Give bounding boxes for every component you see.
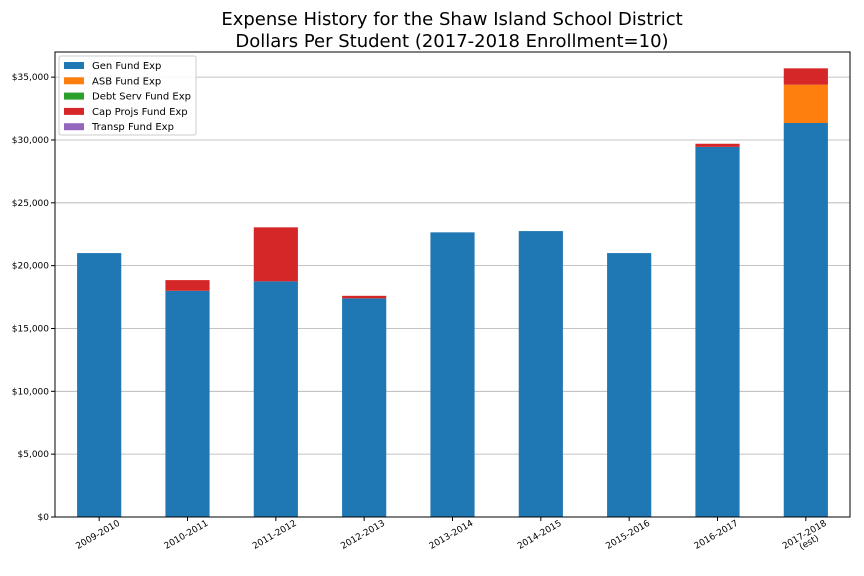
x-tick-label: 2017-2018(est) [781,519,833,560]
legend-label: Debt Serv Fund Exp [92,92,191,103]
y-tick-label: $25,000 [12,199,49,209]
y-tick-label: $15,000 [12,324,49,334]
y-tick-label: $35,000 [12,73,49,83]
legend-swatch [64,107,84,115]
chart-subtitle: Dollars Per Student (2017-2018 Enrollmen… [235,31,668,52]
y-tick-label: $10,000 [12,387,49,397]
y-tick-label: $20,000 [12,262,49,272]
legend-label: ASB Fund Exp [92,76,161,87]
legend-swatch [64,62,84,69]
x-tick-label: 2016-2017 [693,519,740,552]
legend-label: Cap Projs Fund Exp [92,107,188,118]
y-tick-label: $0 [38,513,50,523]
chart-title: Expense History for the Shaw Island Scho… [221,9,682,30]
x-tick-label: 2015-2016 [604,519,652,552]
y-tick-label: $5,000 [18,450,50,460]
bar-segment [695,146,740,517]
bar-segment [607,253,652,517]
legend-box [58,55,197,136]
x-tick-label: 2009-2010 [74,519,122,552]
x-tick-label: 2013-2014 [428,519,476,552]
bar-segment [253,227,298,282]
bar-segment [783,68,828,85]
x-tick-label: 2012-2013 [339,519,386,552]
x-tick-label: 2011-2012 [251,519,298,552]
x-tick-label: 2010-2011 [163,519,210,552]
legend: Gen Fund Exp ASB Fund Exp Debt Serv Fund E… [58,55,197,136]
legend-swatch [64,123,84,131]
bar-segment [77,253,122,517]
bar-segment [165,290,210,517]
bars [77,68,828,518]
y-tick-label: $30,000 [12,136,49,146]
legend-swatch [64,92,84,100]
x-tick-label: 2014-2015 [516,519,563,552]
bar-segment [342,295,387,299]
bar-segment [253,281,298,517]
y-axis: $0 $5,000 $10,000 $15,000 $20,000 $25,000 $30,… [12,73,55,523]
bar-segment [518,231,563,518]
bar-segment [695,143,740,147]
bar-segment [165,280,210,291]
legend-swatch [64,77,84,85]
bar-segment [430,232,475,517]
legend-label: Transp Fund Exp [91,122,174,133]
bar-segment [342,298,387,517]
bar-segment [783,84,828,124]
legend-label: Gen Fund Exp [92,61,161,72]
bar-segment [783,123,828,517]
x-axis: 2009-2010 2010-2011 2011-2012 2012-2013 2013… [74,517,833,560]
